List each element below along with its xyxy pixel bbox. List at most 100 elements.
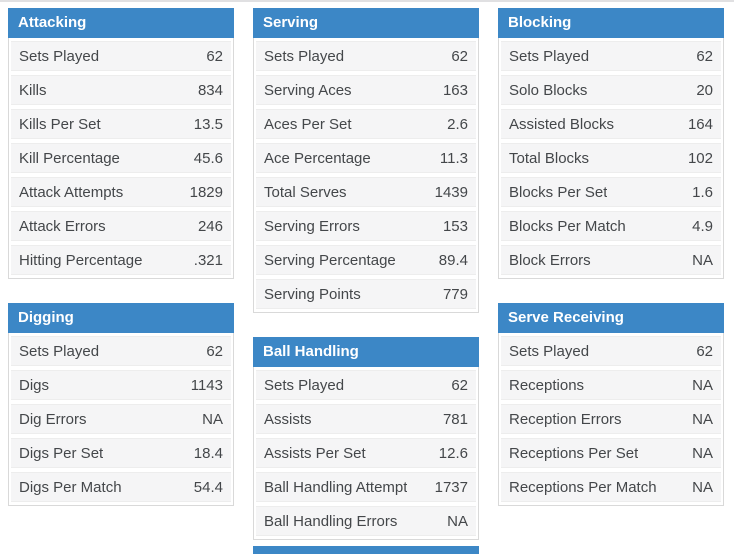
stat-value: 4.9 (692, 217, 713, 235)
stat-value: 834 (197, 81, 223, 99)
stat-row: Kills 834 (11, 75, 231, 105)
stat-label: Digs (19, 376, 50, 394)
stat-value: 20 (696, 81, 713, 99)
stat-row: Attack Attempts 1829 (11, 177, 231, 207)
stat-value: NA (692, 410, 713, 428)
stat-value: NA (692, 376, 713, 394)
stat-label: Ace Percentage (264, 149, 371, 167)
stat-row: Kill Percentage 45.6 (11, 143, 231, 173)
stat-value: 62 (451, 47, 468, 65)
stat-label: Blocks Per Match (509, 217, 626, 235)
stat-value: 62 (206, 47, 223, 65)
stat-label: Ball Handling Errors (264, 512, 398, 530)
stat-row: Blocks Per Set 1.6 (501, 177, 721, 207)
stat-value: 2.6 (447, 115, 468, 133)
stat-value: 89.4 (438, 251, 468, 269)
table-title: Serve Receiving (508, 309, 624, 326)
stat-row: Kills Per Set 13.5 (11, 109, 231, 139)
stat-label: Serving Errors (264, 217, 360, 235)
stat-row: Serving Points 779 (256, 279, 476, 309)
stat-label: Kills (19, 81, 47, 99)
stat-label: Dig Errors (19, 410, 87, 428)
table-header: Serving (253, 8, 479, 38)
stat-value: 13.5 (193, 115, 223, 133)
column-left: Attacking Sets Played 62 Kills 834 Kills… (8, 8, 234, 554)
stat-label: Receptions (509, 376, 585, 394)
stat-label: Sets Played (19, 47, 100, 65)
stat-value: 62 (696, 342, 713, 360)
stat-row: Hitting Percentage .321 (11, 245, 231, 275)
stat-row: Sets Played 62 (501, 41, 721, 71)
stat-value: 54.4 (193, 478, 223, 496)
stat-row: Assists 781 (256, 404, 476, 434)
stat-label: Block Errors (509, 251, 591, 269)
table-rows: Sets Played 62 Solo Blocks 20 Assisted B… (498, 38, 724, 279)
stats-dashboard: Attacking Sets Played 62 Kills 834 Kills… (8, 8, 725, 554)
stats-table-serving: Serving Sets Played 62 Serving Aces 163 … (253, 8, 479, 313)
stat-row: Total Blocks 102 (501, 143, 721, 173)
stat-row: Digs 1143 (11, 370, 231, 400)
stat-row: Receptions Per Set NA (501, 438, 721, 468)
stat-row: Blocks Per Match 4.9 (501, 211, 721, 241)
table-rows: Sets Played 62 Serving Aces 163 Aces Per… (253, 38, 479, 313)
table-header: Ball Handling (253, 337, 479, 367)
stat-row: Dig Errors NA (11, 404, 231, 434)
stat-row: Digs Per Set 18.4 (11, 438, 231, 468)
stat-label: Aces Per Set (264, 115, 352, 133)
stat-label: Total Serves (264, 183, 347, 201)
stats-table-attacking: Attacking Sets Played 62 Kills 834 Kills… (8, 8, 234, 279)
stat-row: Attack Errors 246 (11, 211, 231, 241)
table-title: Ball Handling (263, 343, 359, 360)
stat-value: NA (692, 444, 713, 462)
stat-row: Total Serves 1439 (256, 177, 476, 207)
table-title: Serving (263, 14, 319, 31)
stat-row: Block Errors NA (501, 245, 721, 275)
stat-row: Receptions NA (501, 370, 721, 400)
stat-value: NA (692, 251, 713, 269)
stat-value: 1737 (434, 478, 468, 496)
stat-label: Receptions Per Match (509, 478, 657, 496)
stat-value: NA (447, 512, 468, 530)
stat-label: Sets Played (509, 47, 590, 65)
stat-value: 1829 (189, 183, 223, 201)
stat-row: Sets Played 62 (501, 336, 721, 366)
stat-label: Solo Blocks (509, 81, 588, 99)
stat-value: 62 (696, 47, 713, 65)
stat-value: 163 (442, 81, 468, 99)
stat-value: 246 (197, 217, 223, 235)
stat-label: Kill Percentage (19, 149, 120, 167)
stat-row: Serving Aces 163 (256, 75, 476, 105)
stat-label: Hitting Percentage (19, 251, 143, 269)
stat-label: Blocks Per Set (509, 183, 608, 201)
stat-row: Solo Blocks 20 (501, 75, 721, 105)
stat-row: Digs Per Match 54.4 (11, 472, 231, 502)
stat-label: Sets Played (509, 342, 590, 360)
stat-row: Ball Handling Errors NA (256, 506, 476, 536)
stat-label: Receptions Per Set (509, 444, 639, 462)
stat-label: Digs Per Match (19, 478, 122, 496)
stat-value: 1.6 (692, 183, 713, 201)
stat-label: Total Blocks (509, 149, 590, 167)
stat-label: Ball Handling Attempt (264, 478, 408, 496)
table-title: Blocking (508, 14, 572, 31)
stat-row: Sets Played 62 (11, 41, 231, 71)
stat-value: NA (202, 410, 223, 428)
stat-row: Aces Per Set 2.6 (256, 109, 476, 139)
stat-row: Sets Played 62 (11, 336, 231, 366)
stat-label: Reception Errors (509, 410, 622, 428)
stat-label: Kills Per Set (19, 115, 101, 133)
stat-value: 102 (687, 149, 713, 167)
column-middle: Serving Sets Played 62 Serving Aces 163 … (253, 8, 479, 554)
stat-row: Sets Played 62 (256, 370, 476, 400)
stats-table-digging: Digging Sets Played 62 Digs 1143 Dig Err… (8, 303, 234, 506)
stat-row: Assisted Blocks 164 (501, 109, 721, 139)
stat-label: Sets Played (264, 47, 345, 65)
stat-label: Serving Points (264, 285, 361, 303)
stat-row: Serving Errors 153 (256, 211, 476, 241)
table-rows: Sets Played 62 Kills 834 Kills Per Set 1… (8, 38, 234, 279)
stats-table-ball-handling: Ball Handling Sets Played 62 Assists 781… (253, 337, 479, 540)
stat-row: Serving Percentage 89.4 (256, 245, 476, 275)
stat-value: 164 (687, 115, 713, 133)
cutoff-table-header (253, 546, 479, 554)
